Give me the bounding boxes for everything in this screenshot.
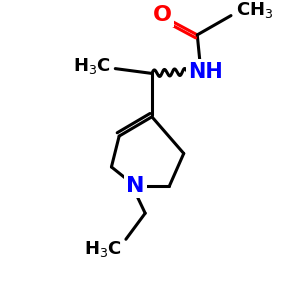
Text: N: N xyxy=(126,176,145,196)
Text: NH: NH xyxy=(188,61,223,82)
Text: O: O xyxy=(153,4,172,25)
Text: H$_3$C: H$_3$C xyxy=(84,239,122,259)
Text: H$_3$C: H$_3$C xyxy=(73,56,110,76)
Text: CH$_3$: CH$_3$ xyxy=(236,0,273,20)
